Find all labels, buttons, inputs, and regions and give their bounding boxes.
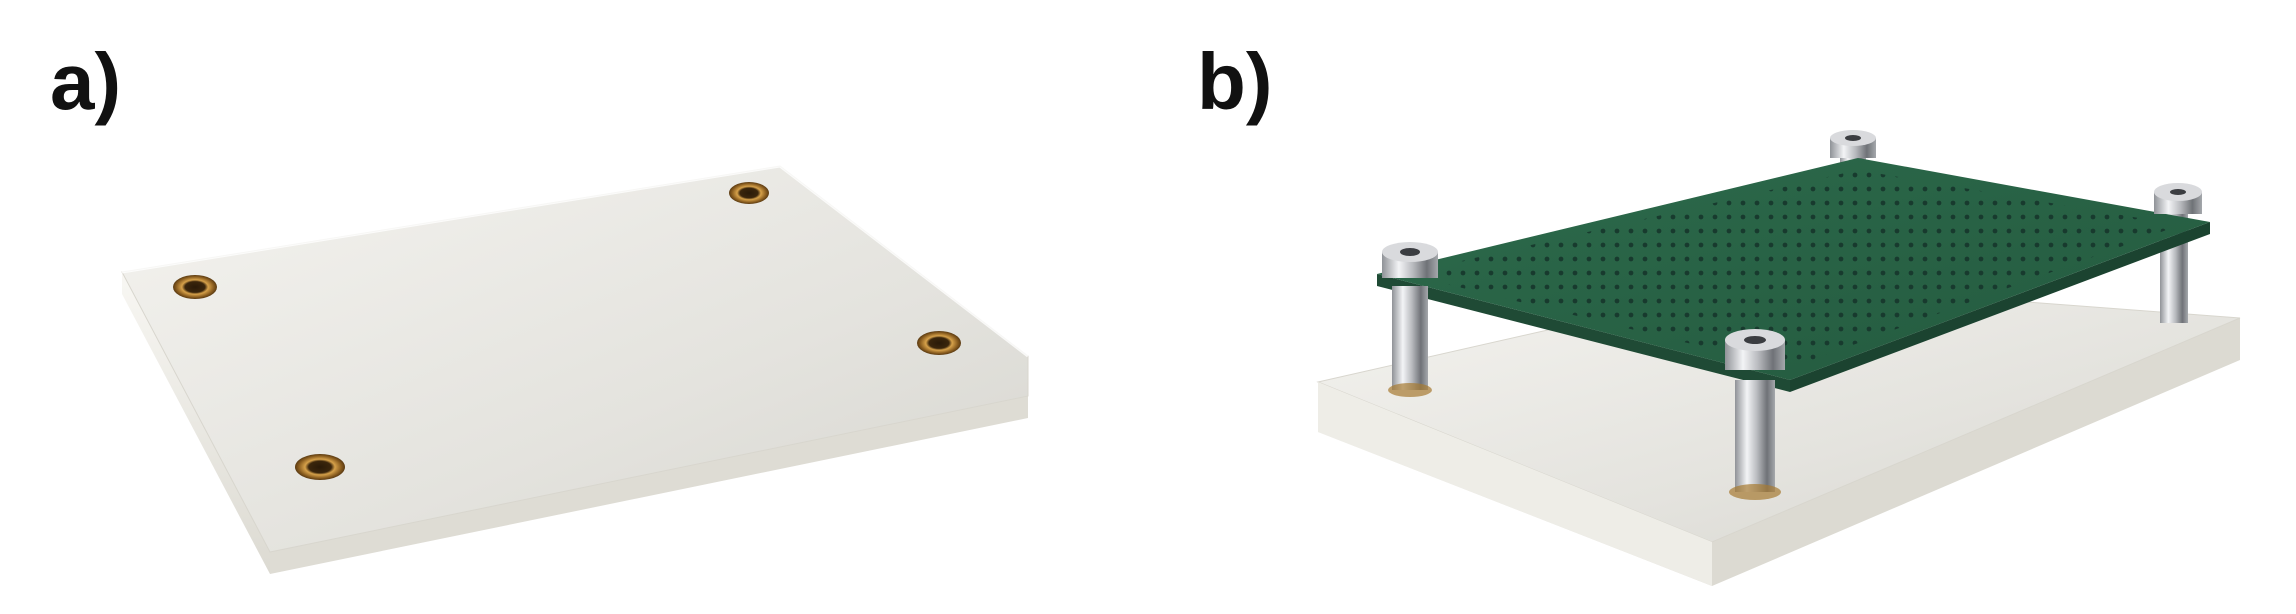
assembly-b — [1316, 130, 2241, 586]
panel-b-label: b) — [1197, 37, 1273, 126]
base-plate-b-right-edge — [1712, 318, 2240, 586]
screw-head-icon — [1725, 329, 1785, 370]
screw-head-icon — [1830, 130, 1876, 158]
threaded-insert-icon — [917, 331, 961, 355]
pcb-edge — [1377, 274, 1790, 392]
pcb-hole-grid — [1405, 170, 2180, 368]
standoff-icon — [1392, 286, 1428, 390]
base-plate-a-front-edge — [122, 272, 270, 574]
pcb-edge-right — [1790, 222, 2210, 392]
base-plate-a-right-edge — [270, 396, 1028, 574]
standoff-icon — [1735, 380, 1775, 492]
panel-a-label: a) — [50, 37, 122, 126]
threaded-insert-icon — [295, 454, 345, 480]
threaded-insert-icon — [729, 182, 769, 204]
screw-head-icon — [2154, 183, 2202, 214]
base-plate-a — [121, 164, 1029, 574]
screw-head-icon — [1382, 242, 1438, 278]
threaded-insert-icon — [173, 275, 217, 299]
